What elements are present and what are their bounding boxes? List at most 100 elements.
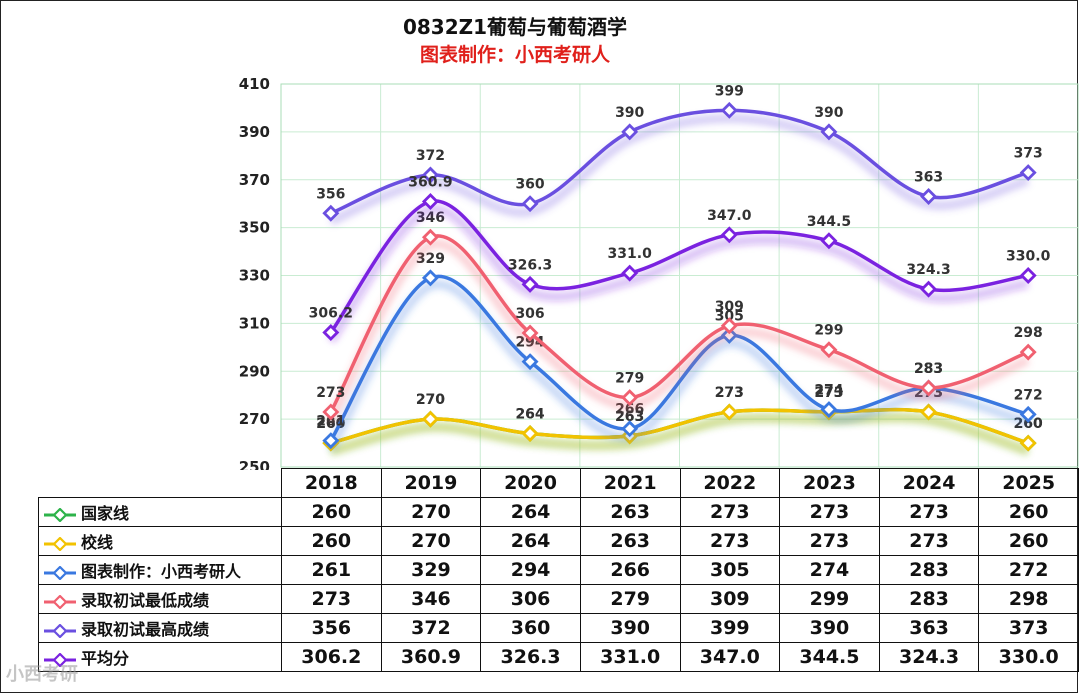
data-point-marker — [521, 425, 539, 442]
data-point-marker — [621, 389, 639, 407]
table-cell: 263 — [579, 526, 681, 556]
table-cell: 329 — [380, 555, 482, 585]
chart-title: 0832Z1葡萄与葡萄酒学 — [402, 15, 628, 39]
table-cell: 363 — [878, 613, 980, 643]
table-cell: 279 — [579, 584, 681, 614]
y-tick-label: 410 — [239, 75, 270, 93]
series-average-score: 306.2 360.9 326.3 331.0 347.0 344.5 324.3 330.0 — [309, 175, 1051, 344]
table-cell: 283 — [878, 584, 980, 614]
table-cell: 390 — [779, 613, 880, 643]
legend-entry: 录取初试最高成绩 — [38, 613, 282, 643]
legend-entry: 图表制作：小西考研人 — [38, 555, 282, 585]
data-table-header: 2018 2019 2020 2021 2022 2023 2024 2025 — [38, 468, 1079, 498]
table-cell: 331.0 — [579, 642, 681, 672]
table-cell: 298 — [978, 584, 1079, 614]
y-tick-label: 390 — [239, 123, 270, 141]
table-cell: 356 — [281, 613, 382, 643]
data-point-marker — [521, 324, 539, 342]
legend-marker-icon — [44, 652, 76, 667]
data-label: 263 — [615, 409, 644, 425]
data-point-marker — [1019, 405, 1037, 423]
table-cell: 273 — [779, 526, 880, 556]
data-label: 273 — [715, 385, 744, 401]
table-cell: 283 — [878, 555, 980, 585]
data-label: 390 — [615, 105, 644, 121]
table-cell: 264 — [480, 497, 581, 527]
table-cell: 273 — [679, 526, 781, 556]
table-cell: 305 — [679, 555, 781, 585]
table-cell: 260 — [281, 497, 382, 527]
table-cell: 272 — [978, 555, 1079, 585]
data-label: 324.3 — [906, 262, 950, 278]
data-point-marker — [820, 123, 838, 141]
data-label: 306 — [515, 306, 544, 322]
data-point-marker — [621, 420, 639, 438]
legend-marker-icon — [44, 536, 76, 551]
table-cell: 324.3 — [878, 642, 980, 672]
data-point-marker — [621, 123, 639, 141]
legend-label: 校线 — [81, 533, 114, 552]
data-label: 270 — [416, 392, 445, 408]
data-label: 305 — [715, 308, 744, 324]
table-row: 图表制作：小西考研人 261 329 294 266 305 274 283 272 — [38, 555, 1079, 585]
series-shadow — [329, 113, 1030, 226]
data-point-marker — [720, 317, 738, 335]
table-cell: 260 — [978, 526, 1079, 556]
legend-label: 图表制作：小西考研人 — [81, 562, 242, 581]
data-point-marker — [820, 401, 838, 419]
data-point-marker — [521, 353, 539, 371]
y-axis: 250 270 290 310 330 350 370 390 410 — [239, 75, 270, 470]
table-cell: 273 — [779, 497, 880, 527]
table-row: 录取初试最低成绩 273 346 306 279 309 299 283 298 — [38, 584, 1079, 614]
data-point-marker — [421, 193, 439, 211]
data-point-marker — [920, 280, 938, 298]
data-label: 299 — [814, 323, 843, 339]
data-label: 360 — [515, 177, 544, 193]
legend-marker-icon — [44, 507, 76, 522]
y-tick-label: 330 — [239, 267, 270, 285]
data-label: 273 — [715, 385, 744, 401]
data-label: 347.0 — [707, 208, 752, 224]
table-cell: 326.3 — [480, 642, 581, 672]
table-row: 平均分 306.2 360.9 326.3 331.0 347.0 344.5 324.3 33… — [38, 642, 1079, 672]
x-tick-label: 2021 — [579, 468, 681, 498]
legend-entry: 录取初试最低成绩 — [38, 584, 282, 614]
x-tick-label: 2022 — [679, 468, 781, 498]
legend-label: 国家线 — [81, 504, 130, 523]
table-cell: 260 — [281, 526, 382, 556]
data-point-marker — [920, 403, 938, 421]
data-point-marker — [920, 188, 938, 205]
table-cell: 309 — [679, 584, 781, 614]
data-label: 330.0 — [1006, 249, 1051, 265]
data-point-marker — [421, 410, 439, 428]
data-point-marker — [720, 403, 738, 421]
data-label: 264 — [515, 406, 544, 422]
series-max-score: 356 372 360 390 399 390 363 373 — [316, 83, 1043, 226]
data-label: 263 — [615, 409, 644, 425]
table-cell: 346 — [380, 584, 482, 614]
legend-label: 录取初试最低成绩 — [81, 591, 210, 610]
data-point-marker — [322, 403, 340, 421]
table-cell: 261 — [281, 555, 382, 585]
data-label: 331.0 — [608, 246, 653, 262]
data-point-marker — [521, 195, 539, 213]
x-tick-label: 2024 — [878, 468, 980, 498]
data-label: 273 — [316, 385, 345, 401]
data-point-marker — [421, 228, 439, 246]
table-cell: 399 — [679, 613, 781, 643]
table-cell: 294 — [480, 555, 581, 585]
data-point-marker — [1019, 267, 1037, 284]
data-label: 298 — [1014, 325, 1043, 341]
legend-entry: 国家线 — [38, 497, 282, 527]
table-cell: 373 — [978, 613, 1079, 643]
table-cell: 360.9 — [380, 642, 482, 672]
data-label: 360.9 — [408, 175, 452, 191]
x-tick-label: 2019 — [380, 468, 482, 498]
legend-label: 录取初试最高成绩 — [81, 620, 210, 639]
x-tick-label: 2018 — [281, 468, 382, 498]
data-label: 309 — [715, 299, 744, 315]
table-row: 校线 260 270 264 263 273 273 273 260 — [38, 526, 1079, 556]
data-label: 283 — [914, 361, 943, 377]
table-cell: 274 — [779, 555, 880, 585]
data-label: 274 — [814, 383, 843, 399]
